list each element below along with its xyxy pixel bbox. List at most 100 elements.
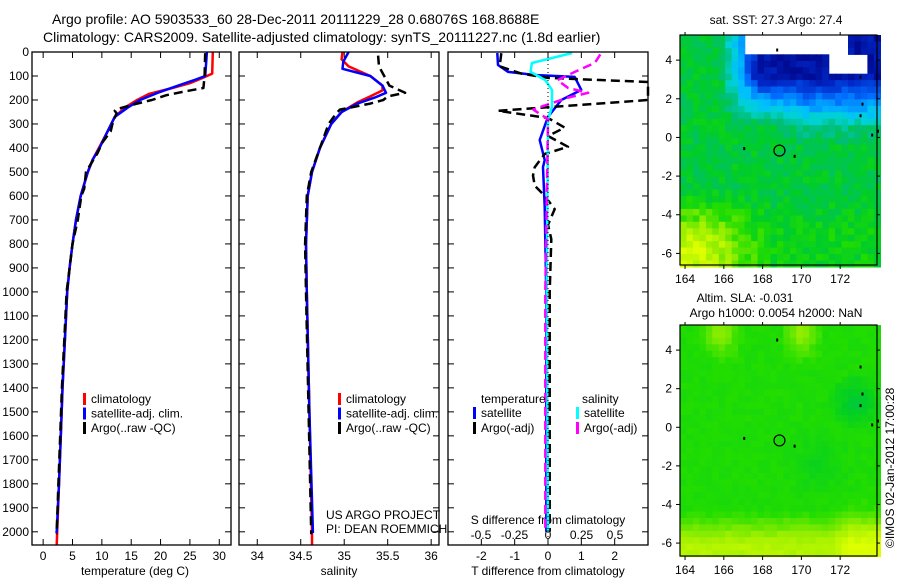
map-cell bbox=[861, 138, 869, 146]
map-cell bbox=[738, 47, 746, 55]
map-cell bbox=[841, 254, 849, 261]
map-cell bbox=[731, 67, 739, 75]
map-cell bbox=[783, 389, 791, 397]
map-cell bbox=[680, 228, 688, 236]
map-cell bbox=[712, 460, 720, 468]
map-cell bbox=[815, 505, 823, 513]
map-cell bbox=[718, 427, 726, 435]
map-cell bbox=[699, 466, 707, 474]
map-cell bbox=[822, 93, 830, 100]
map-cell bbox=[751, 485, 759, 493]
map-cell bbox=[764, 337, 772, 345]
map-cell bbox=[699, 350, 707, 358]
map-cell bbox=[731, 189, 739, 197]
x-tick-label: 34 bbox=[251, 549, 265, 563]
map-cell bbox=[744, 254, 752, 261]
map-cell bbox=[731, 254, 739, 261]
map-cell bbox=[815, 234, 823, 242]
map-cell bbox=[731, 408, 739, 416]
map-cell bbox=[692, 35, 700, 42]
map-cell bbox=[692, 447, 700, 455]
map-cell bbox=[770, 447, 778, 455]
map-cell bbox=[828, 460, 836, 468]
map-cell bbox=[789, 505, 797, 513]
map-cell bbox=[731, 54, 739, 62]
map-frame bbox=[679, 34, 878, 266]
map-cell bbox=[738, 105, 746, 113]
map-cell bbox=[835, 196, 843, 204]
map-cell bbox=[718, 241, 726, 249]
map-cell bbox=[699, 453, 707, 461]
map-cell bbox=[751, 511, 759, 519]
map-cell bbox=[712, 215, 720, 223]
map-cell bbox=[822, 228, 830, 236]
map-cell bbox=[854, 228, 862, 236]
map-cell bbox=[802, 363, 810, 371]
map-cell bbox=[854, 260, 862, 268]
map-cell bbox=[809, 99, 817, 107]
map-cell bbox=[725, 550, 733, 558]
map-cell bbox=[828, 363, 836, 371]
map-cell bbox=[835, 415, 843, 423]
map-cell bbox=[783, 118, 791, 126]
map-cell bbox=[835, 183, 843, 191]
map-cell bbox=[718, 254, 726, 261]
map-cell bbox=[731, 93, 739, 100]
map-cell bbox=[815, 144, 823, 152]
map-cell bbox=[686, 511, 694, 519]
map-cell bbox=[712, 344, 720, 352]
map-cell bbox=[731, 208, 739, 216]
map-cell bbox=[770, 118, 778, 126]
map-cell bbox=[802, 337, 810, 345]
map-cell bbox=[725, 67, 733, 75]
map-cell bbox=[841, 395, 849, 403]
map-cell bbox=[764, 112, 772, 120]
map-cell bbox=[738, 138, 746, 146]
map-cell bbox=[686, 189, 694, 197]
map-cell bbox=[744, 196, 752, 204]
map-cell bbox=[744, 138, 752, 146]
map-cell bbox=[841, 337, 849, 345]
map-cell bbox=[796, 344, 804, 352]
map-cell bbox=[815, 550, 823, 558]
map-cell bbox=[725, 105, 733, 113]
map-cell bbox=[680, 99, 688, 107]
map-cell bbox=[789, 337, 797, 345]
map-cell bbox=[841, 241, 849, 249]
map-cell bbox=[757, 183, 765, 191]
map-cell bbox=[744, 518, 752, 525]
map-cell bbox=[809, 208, 817, 216]
map-cell bbox=[789, 202, 797, 210]
map-cell bbox=[822, 505, 830, 513]
map-cell bbox=[680, 157, 688, 165]
map-cell bbox=[789, 93, 797, 100]
map-cell bbox=[867, 537, 875, 545]
map-cell bbox=[757, 479, 765, 487]
map-cell bbox=[841, 99, 849, 107]
map-cell bbox=[796, 402, 804, 410]
s-tick-label: -0.25 bbox=[501, 528, 529, 542]
map-cell bbox=[725, 196, 733, 204]
map-cell bbox=[686, 460, 694, 468]
map-cell bbox=[705, 518, 713, 525]
map-cell bbox=[796, 54, 804, 62]
map-cell bbox=[692, 260, 700, 268]
map-cell bbox=[712, 485, 720, 493]
map-cell bbox=[705, 131, 713, 139]
map-cell bbox=[809, 183, 817, 191]
map-cell bbox=[861, 473, 869, 480]
map-cell bbox=[744, 505, 752, 513]
map-cell bbox=[861, 157, 869, 165]
map-cell bbox=[789, 550, 797, 558]
map-cell bbox=[718, 260, 726, 268]
map-cell bbox=[731, 460, 739, 468]
map-cell bbox=[867, 421, 875, 429]
map-cell bbox=[705, 163, 713, 171]
map-cell bbox=[731, 215, 739, 223]
map-cell bbox=[738, 402, 746, 410]
map-cell bbox=[718, 80, 726, 88]
map-cell bbox=[848, 228, 856, 236]
map-cell bbox=[861, 440, 869, 448]
map-cell bbox=[770, 511, 778, 519]
map-cell bbox=[789, 163, 797, 171]
